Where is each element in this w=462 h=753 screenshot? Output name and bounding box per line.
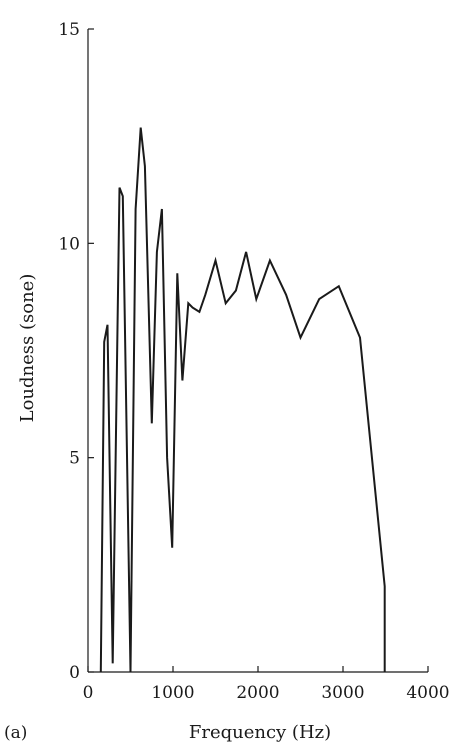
y-tick-label: 15	[58, 20, 80, 40]
x-tick-label: 3000	[321, 683, 364, 703]
x-axis-label: Frequency (Hz)	[189, 722, 331, 743]
ticks: 0 5 10 15 0 1000 2000 3000 4000	[58, 20, 449, 703]
x-tick-label: 0	[83, 683, 94, 703]
x-tick-label: 4000	[406, 683, 449, 703]
y-axis-label: Loudness (sone)	[17, 274, 38, 423]
y-tick-label: 5	[69, 449, 80, 469]
x-tick-label: 1000	[151, 683, 194, 703]
axes	[87, 29, 428, 673]
x-tick-label: 2000	[236, 683, 279, 703]
series-group	[99, 127, 386, 673]
panel-label: (a)	[4, 723, 27, 743]
y-tick-label: 10	[58, 234, 80, 254]
loudness-series-line	[99, 127, 386, 673]
y-tick-label: 0	[69, 663, 80, 683]
